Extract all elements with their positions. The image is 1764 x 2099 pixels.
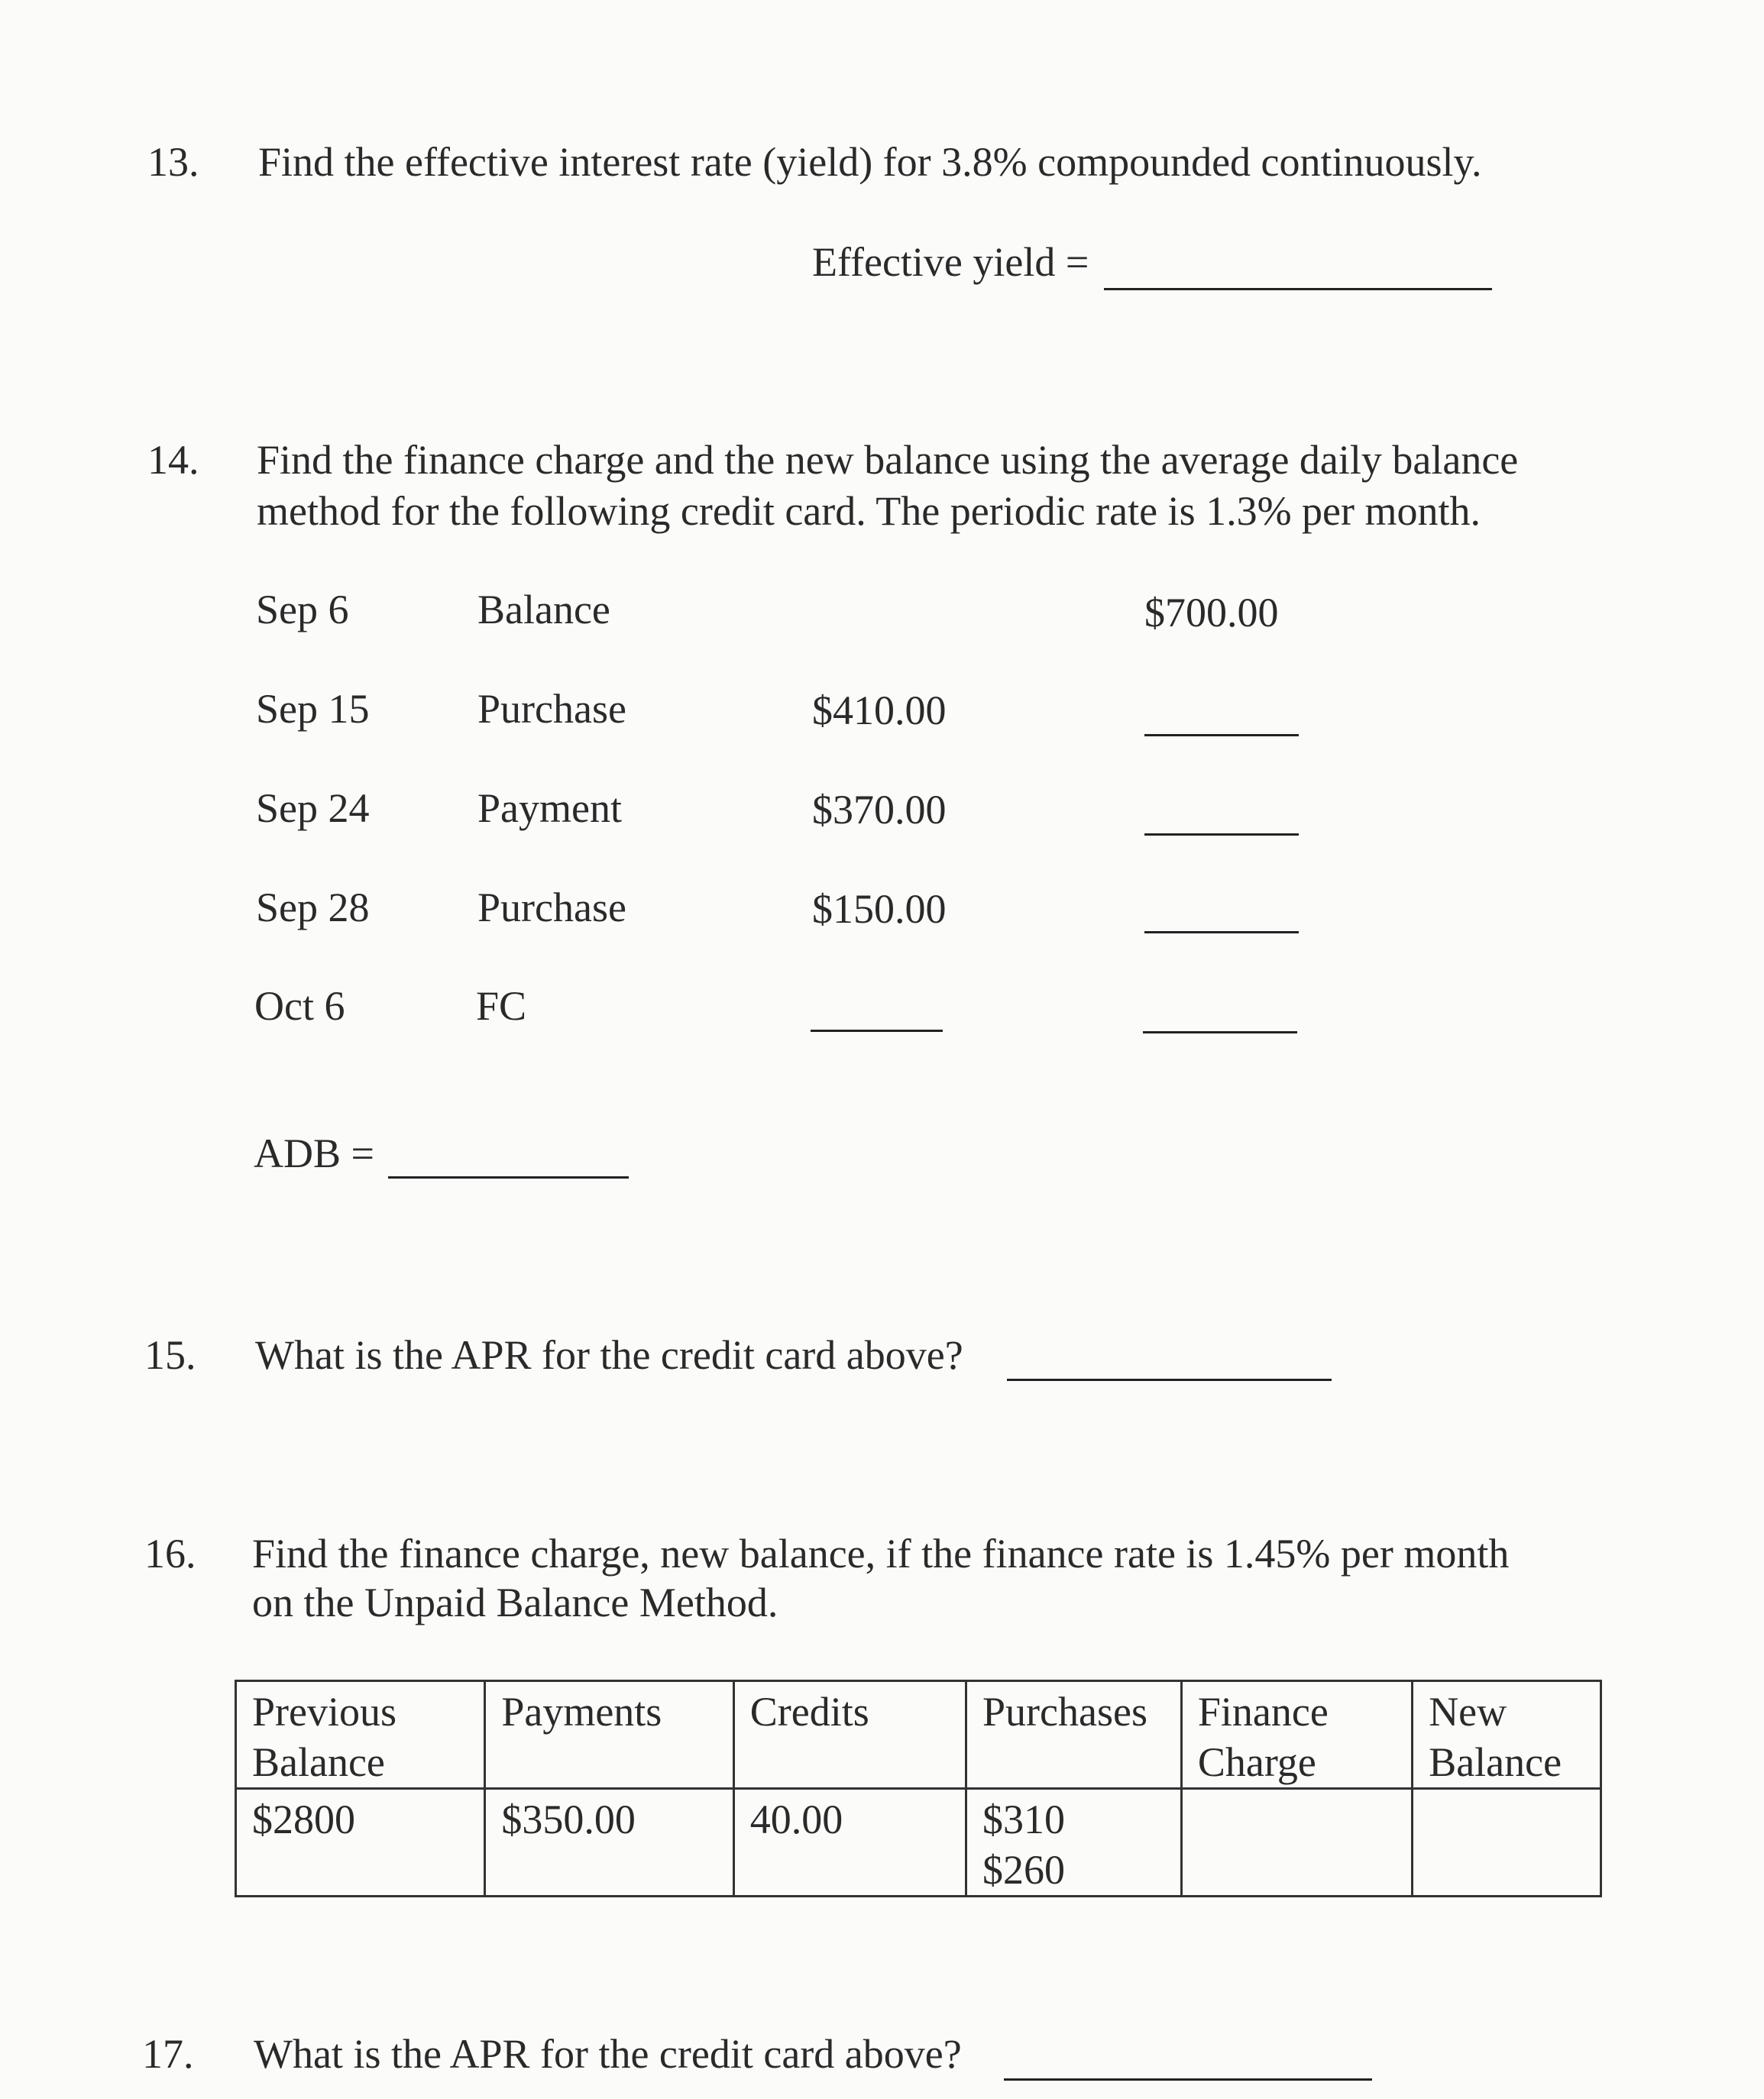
row-date: Sep 6 xyxy=(256,587,349,632)
q13-text: Find the effective interest rate (yield)… xyxy=(258,139,1482,185)
q15-number: 15. xyxy=(144,1332,196,1378)
cell-credits: 40.00 xyxy=(732,1787,968,1897)
header-finance-charge: Finance Charge xyxy=(1180,1680,1414,1790)
fc-amount-answer-line[interactable] xyxy=(811,1030,943,1032)
header-payments: Payments xyxy=(484,1680,735,1790)
q17-text: What is the APR for the credit card abov… xyxy=(254,2031,962,2077)
cell-payments: $350.00 xyxy=(484,1787,735,1897)
row-amount: $410.00 xyxy=(812,687,947,733)
row-amount: $150.00 xyxy=(812,886,947,932)
cell-purchases: $310 $260 xyxy=(965,1787,1183,1897)
header-credits: Credits xyxy=(732,1680,968,1790)
balance-answer-line[interactable] xyxy=(1144,734,1299,736)
q14-number: 14. xyxy=(147,437,199,483)
q15-answer-line[interactable] xyxy=(1007,1379,1332,1381)
q16-line1: Find the finance charge, new balance, if… xyxy=(252,1531,1510,1577)
balance-answer-line[interactable] xyxy=(1144,833,1299,836)
row-date: Oct 6 xyxy=(254,983,345,1029)
row-date: Sep 15 xyxy=(256,686,370,732)
effective-yield-answer-line[interactable] xyxy=(1104,288,1492,290)
table-row: $2800 $350.00 40.00 $310 $260 xyxy=(234,1787,1602,1897)
q14-line1: Find the finance charge and the new bala… xyxy=(257,437,1519,483)
adb-answer-line[interactable] xyxy=(388,1176,629,1179)
cell-finance-charge[interactable] xyxy=(1180,1787,1414,1897)
row-balance: $700.00 xyxy=(1144,590,1279,636)
q16-line2: on the Unpaid Balance Method. xyxy=(252,1580,778,1625)
row-amount: $370.00 xyxy=(812,787,947,833)
header-previous-balance: Previous Balance xyxy=(234,1680,487,1790)
q17-answer-line[interactable] xyxy=(1004,2078,1372,2081)
q17-number: 17. xyxy=(142,2031,194,2077)
row-desc: Payment xyxy=(477,785,622,831)
row-date: Sep 28 xyxy=(256,885,370,930)
q13-number: 13. xyxy=(147,139,199,185)
unpaid-balance-table: Previous Balance Payments Credits Purchas… xyxy=(234,1680,1602,1897)
effective-yield-label: Effective yield = xyxy=(812,239,1089,285)
q14-line2: method for the following credit card. Th… xyxy=(257,488,1481,534)
balance-answer-line[interactable] xyxy=(1144,931,1299,933)
table-header-row: Previous Balance Payments Credits Purchas… xyxy=(234,1680,1602,1790)
cell-new-balance[interactable] xyxy=(1411,1787,1602,1897)
q16-number: 16. xyxy=(144,1531,196,1577)
row-desc: Balance xyxy=(477,587,610,632)
row-desc: Purchase xyxy=(477,686,626,732)
q15-text: What is the APR for the credit card abov… xyxy=(255,1332,963,1378)
header-purchases: Purchases xyxy=(965,1680,1183,1790)
row-desc: Purchase xyxy=(477,885,626,930)
adb-label: ADB = xyxy=(254,1130,374,1176)
row-date: Sep 24 xyxy=(256,785,370,831)
header-new-balance: New Balance xyxy=(1411,1680,1602,1790)
row-desc: FC xyxy=(476,983,527,1029)
balance-answer-line[interactable] xyxy=(1143,1031,1297,1033)
cell-previous-balance: $2800 xyxy=(234,1787,487,1897)
